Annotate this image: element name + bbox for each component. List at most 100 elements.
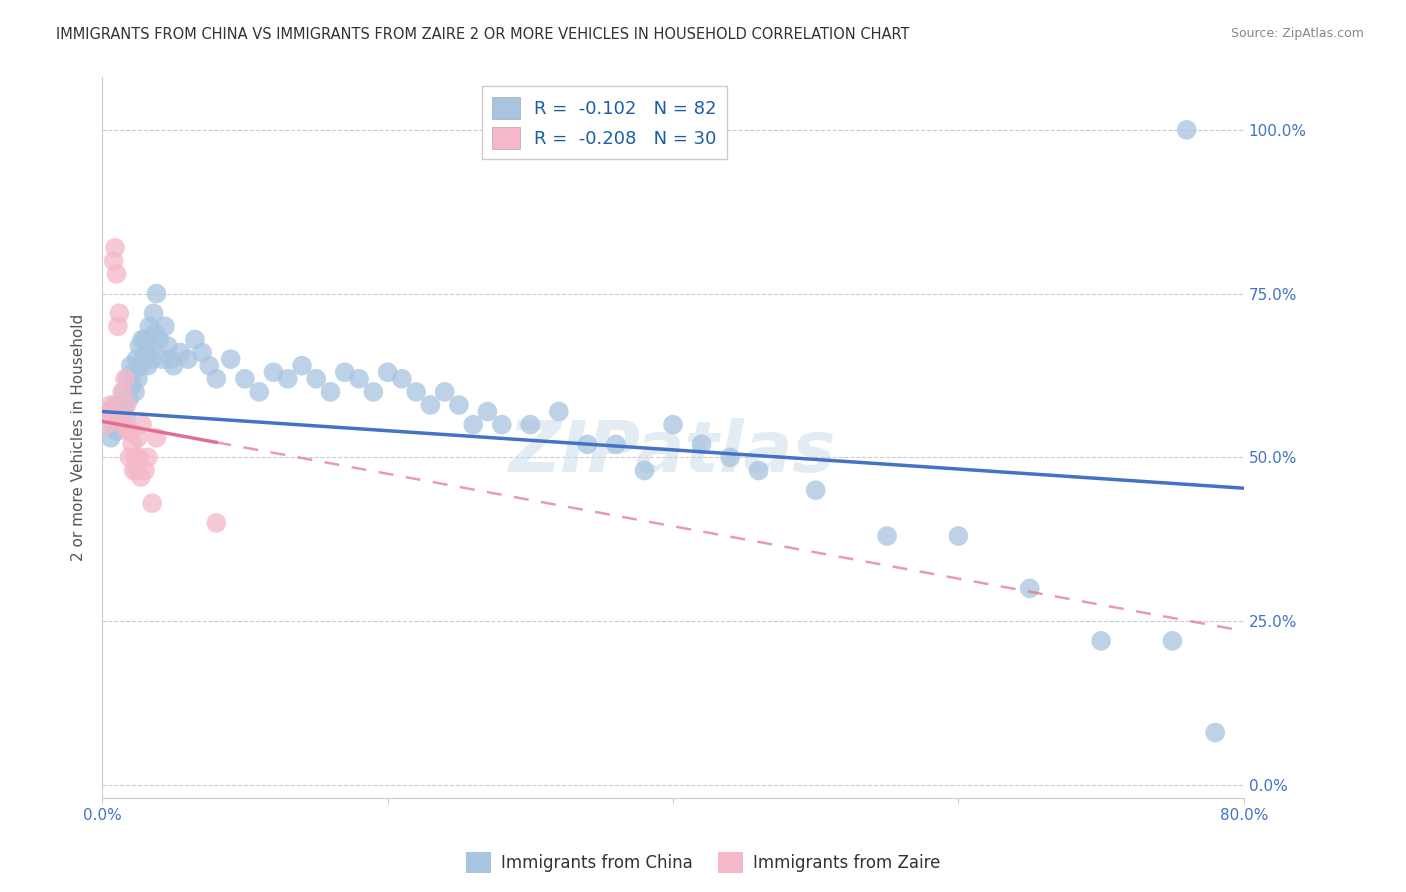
Point bbox=[121, 378, 143, 392]
Point bbox=[98, 404, 121, 418]
Text: ZIPatlas: ZIPatlas bbox=[509, 417, 837, 487]
Point bbox=[205, 372, 228, 386]
Point bbox=[112, 417, 135, 432]
Point bbox=[162, 359, 184, 373]
Text: IMMIGRANTS FROM CHINA VS IMMIGRANTS FROM ZAIRE 2 OR MORE VEHICLES IN HOUSEHOLD C: IMMIGRANTS FROM CHINA VS IMMIGRANTS FROM… bbox=[56, 27, 910, 42]
Point bbox=[111, 384, 134, 399]
Point bbox=[114, 372, 136, 386]
Point bbox=[131, 417, 153, 432]
Point bbox=[107, 319, 129, 334]
Point bbox=[291, 359, 314, 373]
Point bbox=[804, 483, 827, 498]
Point bbox=[184, 333, 207, 347]
Point bbox=[120, 359, 142, 373]
Point bbox=[136, 359, 159, 373]
Point bbox=[205, 516, 228, 530]
Point bbox=[136, 450, 159, 465]
Point bbox=[477, 404, 499, 418]
Point bbox=[491, 417, 513, 432]
Point bbox=[159, 352, 181, 367]
Point bbox=[118, 450, 141, 465]
Point bbox=[247, 384, 270, 399]
Point bbox=[117, 372, 139, 386]
Point bbox=[690, 437, 713, 451]
Point bbox=[219, 352, 242, 367]
Point bbox=[125, 352, 148, 367]
Point bbox=[100, 398, 122, 412]
Point bbox=[141, 352, 163, 367]
Point bbox=[115, 398, 138, 412]
Point bbox=[150, 352, 173, 367]
Point bbox=[170, 345, 193, 359]
Point bbox=[114, 398, 136, 412]
Point bbox=[97, 404, 120, 418]
Point bbox=[104, 241, 127, 255]
Point bbox=[122, 365, 145, 379]
Point bbox=[662, 417, 685, 432]
Point bbox=[117, 424, 139, 438]
Point bbox=[142, 306, 165, 320]
Point bbox=[419, 398, 441, 412]
Point bbox=[463, 417, 485, 432]
Point bbox=[277, 372, 299, 386]
Point bbox=[107, 411, 129, 425]
Point bbox=[110, 411, 132, 425]
Point bbox=[391, 372, 413, 386]
Point bbox=[105, 424, 128, 438]
Point bbox=[718, 450, 741, 465]
Point bbox=[124, 450, 146, 465]
Point bbox=[138, 319, 160, 334]
Point bbox=[319, 384, 342, 399]
Point bbox=[125, 463, 148, 477]
Point bbox=[110, 404, 132, 418]
Point bbox=[101, 417, 124, 432]
Point bbox=[576, 437, 599, 451]
Point bbox=[305, 372, 328, 386]
Point bbox=[121, 437, 143, 451]
Point bbox=[122, 463, 145, 477]
Point bbox=[134, 463, 156, 477]
Point bbox=[948, 529, 970, 543]
Point bbox=[103, 253, 125, 268]
Point bbox=[876, 529, 898, 543]
Point bbox=[748, 463, 770, 477]
Point bbox=[377, 365, 399, 379]
Point bbox=[134, 333, 156, 347]
Point bbox=[333, 365, 356, 379]
Point bbox=[1090, 633, 1112, 648]
Point bbox=[1018, 582, 1040, 596]
Point bbox=[447, 398, 470, 412]
Point bbox=[112, 384, 135, 399]
Point bbox=[131, 333, 153, 347]
Point bbox=[101, 411, 124, 425]
Point bbox=[433, 384, 456, 399]
Point bbox=[127, 431, 149, 445]
Point bbox=[198, 359, 221, 373]
Point bbox=[132, 352, 155, 367]
Point bbox=[262, 365, 284, 379]
Point bbox=[96, 417, 118, 432]
Point bbox=[127, 372, 149, 386]
Point bbox=[108, 398, 131, 412]
Text: Source: ZipAtlas.com: Source: ZipAtlas.com bbox=[1230, 27, 1364, 40]
Point bbox=[363, 384, 385, 399]
Point bbox=[148, 333, 170, 347]
Point bbox=[405, 384, 427, 399]
Point bbox=[139, 339, 162, 353]
Point bbox=[105, 267, 128, 281]
Point bbox=[141, 496, 163, 510]
Point bbox=[233, 372, 256, 386]
Point bbox=[115, 411, 138, 425]
Point bbox=[111, 417, 134, 432]
Point bbox=[191, 345, 214, 359]
Point bbox=[129, 470, 152, 484]
Point bbox=[145, 286, 167, 301]
Legend: R =  -0.102   N = 82, R =  -0.208   N = 30: R = -0.102 N = 82, R = -0.208 N = 30 bbox=[482, 87, 727, 160]
Point bbox=[633, 463, 655, 477]
Point bbox=[156, 339, 179, 353]
Point bbox=[128, 450, 150, 465]
Point bbox=[177, 352, 200, 367]
Point bbox=[145, 431, 167, 445]
Y-axis label: 2 or more Vehicles in Household: 2 or more Vehicles in Household bbox=[72, 314, 86, 561]
Point bbox=[1175, 123, 1198, 137]
